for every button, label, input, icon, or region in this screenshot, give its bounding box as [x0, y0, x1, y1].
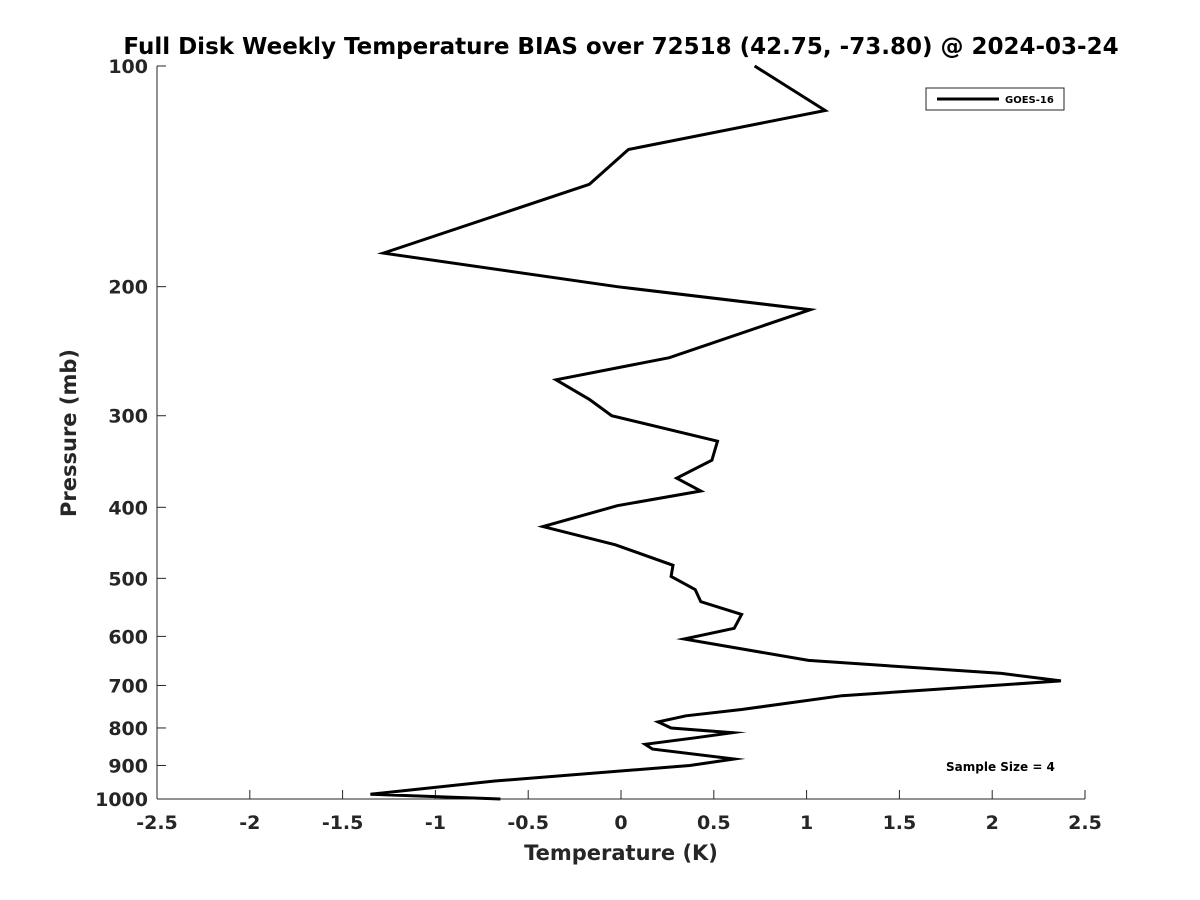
y-ticks: 100 200 300 400 500 600 700 800 900 1000 [95, 56, 166, 811]
x-tick-label: 1.5 [883, 812, 917, 834]
y-tick-label: 100 [108, 56, 148, 78]
sample-size-annotation: Sample Size = 4 [946, 760, 1055, 774]
x-tick-label: 0.5 [697, 812, 731, 834]
y-tick-label: 1000 [95, 789, 148, 811]
legend-entry-goes-16: GOES-16 [1005, 95, 1054, 106]
x-ticks: -2.5 -2 -1.5 -1 -0.5 0 0.5 1 1.5 2 2.5 [136, 790, 1102, 834]
series-line-goes-16 [370, 64, 1062, 801]
x-tick-label: -2 [239, 812, 260, 834]
x-tick-label: 1 [800, 812, 813, 834]
y-tick-label: 400 [108, 497, 148, 519]
x-tick-label: -1 [425, 812, 446, 834]
x-axis-label: Temperature (K) [524, 841, 718, 865]
y-axis-label: Pressure (mb) [57, 349, 81, 517]
x-tick-label: -1.5 [322, 812, 364, 834]
y-tick-label: 200 [108, 277, 148, 299]
y-tick-label: 600 [108, 626, 148, 648]
y-tick-label: 800 [108, 718, 148, 740]
chart-title: Full Disk Weekly Temperature BIAS over 7… [123, 34, 1118, 60]
legend: GOES-16 [925, 87, 1065, 111]
x-tick-label: 0 [614, 812, 627, 834]
x-tick-label: -2.5 [136, 812, 178, 834]
x-tick-label: -0.5 [507, 812, 549, 834]
y-tick-label: 900 [108, 755, 148, 777]
y-tick-label: 500 [108, 568, 148, 590]
x-tick-label: 2.5 [1068, 812, 1102, 834]
y-tick-label: 300 [108, 406, 148, 428]
y-tick-label: 700 [108, 675, 148, 697]
x-tick-label: 2 [986, 812, 999, 834]
series-layer [370, 64, 1062, 801]
